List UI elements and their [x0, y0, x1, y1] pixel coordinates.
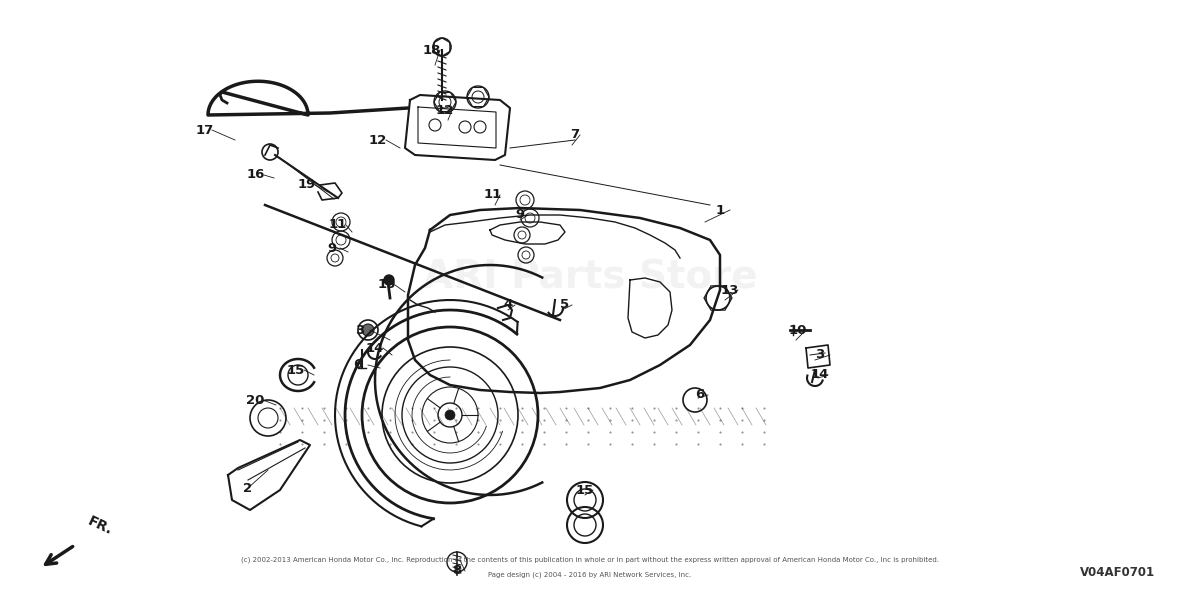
Text: 15: 15: [287, 363, 306, 376]
Text: 13: 13: [721, 284, 739, 297]
Text: 12: 12: [435, 103, 454, 116]
Text: 9: 9: [327, 241, 336, 254]
Text: 2: 2: [243, 481, 253, 494]
Text: Page design (c) 2004 - 2016 by ARI Network Services, Inc.: Page design (c) 2004 - 2016 by ARI Netwo…: [489, 572, 691, 578]
Text: 4: 4: [504, 299, 512, 312]
Text: 7: 7: [570, 129, 579, 142]
Text: 16: 16: [247, 169, 266, 182]
Text: 6: 6: [353, 359, 362, 372]
Text: 5: 5: [560, 299, 570, 312]
Circle shape: [362, 324, 374, 336]
Text: 1: 1: [715, 204, 725, 217]
Text: 11: 11: [329, 218, 347, 231]
Text: ARI Parts Store: ARI Parts Store: [422, 258, 758, 296]
Text: 10: 10: [788, 323, 807, 336]
Text: 20: 20: [245, 394, 264, 407]
Circle shape: [445, 410, 455, 420]
Text: FR.: FR.: [85, 514, 114, 538]
Text: 8: 8: [452, 565, 461, 578]
Text: 12: 12: [369, 133, 387, 146]
Text: 14: 14: [811, 369, 830, 382]
Text: (c) 2002-2013 American Honda Motor Co., Inc. Reproduction of the contents of thi: (c) 2002-2013 American Honda Motor Co., …: [241, 557, 939, 563]
Text: V04AF0701: V04AF0701: [1080, 565, 1155, 579]
Text: 3: 3: [815, 349, 825, 362]
Text: 14: 14: [366, 342, 385, 355]
Text: 19: 19: [297, 179, 316, 192]
Text: 10: 10: [378, 278, 396, 291]
Text: 18: 18: [422, 44, 441, 57]
Text: 17: 17: [196, 123, 214, 136]
Text: 3: 3: [355, 323, 365, 336]
Text: 15: 15: [576, 483, 594, 497]
Text: 9: 9: [516, 208, 525, 221]
Text: 11: 11: [484, 188, 503, 202]
Text: 6: 6: [695, 388, 704, 402]
Circle shape: [384, 275, 394, 285]
